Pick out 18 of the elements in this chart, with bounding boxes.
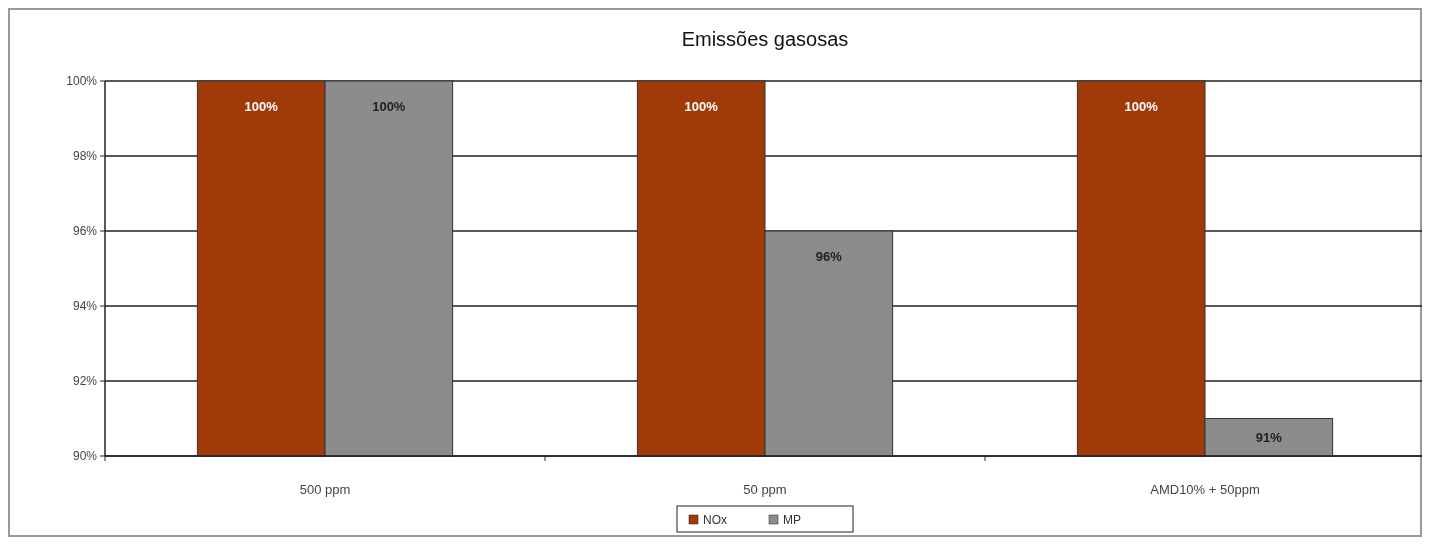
x-tick-label: 50 ppm	[743, 482, 787, 497]
data-label: 100%	[372, 99, 406, 114]
chart-title: Emissões gasosas	[681, 28, 849, 50]
data-label: 96%	[815, 249, 843, 264]
data-label: 100%	[244, 99, 279, 114]
y-tick-label: 94%	[72, 299, 98, 314]
legend-label: NOx	[703, 513, 727, 527]
y-tick-label: 98%	[72, 149, 98, 164]
data-label: 100%	[684, 99, 719, 114]
data-label: 91%	[1255, 430, 1283, 446]
y-tick-label: 92%	[72, 374, 98, 389]
data-label: 100%	[1124, 99, 1159, 114]
x-tick-label: 500 ppm	[299, 482, 351, 497]
y-tick-label: 96%	[72, 224, 98, 239]
y-tick-label: 90%	[72, 449, 98, 464]
x-tick-label: AMD10% + 50ppm	[1150, 482, 1260, 497]
legend-label: MP	[783, 513, 801, 527]
y-tick-label: 100%	[66, 74, 98, 89]
